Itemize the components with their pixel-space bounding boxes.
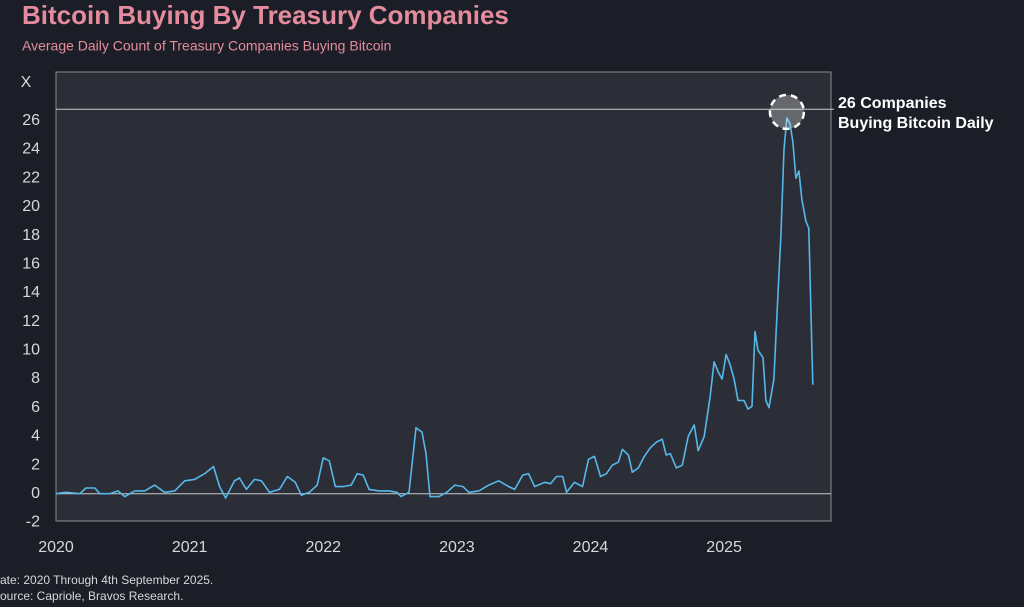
- x-tick-label: 2024: [573, 539, 609, 556]
- x-tick-label: 2022: [305, 539, 341, 556]
- peak-highlight: [768, 93, 806, 131]
- x-tick-label: 2020: [38, 539, 74, 556]
- plot-area: [55, 71, 832, 522]
- y-tick-label: 12: [22, 313, 40, 330]
- chart-title: Bitcoin Buying By Treasury Companies: [22, 0, 509, 30]
- x-tick-label: 2021: [172, 539, 208, 556]
- y-tick-label: 14: [22, 284, 40, 301]
- annotation: 26 Companies: [838, 95, 947, 112]
- x-tick-label: 2023: [439, 539, 475, 556]
- chart-subtitle: Average Daily Count of Treasury Companie…: [22, 38, 391, 54]
- y-tick-label: 0: [31, 485, 40, 502]
- y-tick-label: 2: [31, 456, 40, 473]
- y-axis-label: X: [21, 74, 32, 91]
- y-tick-label: 10: [22, 342, 40, 359]
- footer: ource: Capriole, Bravos Research.: [0, 589, 183, 603]
- y-tick-label: 16: [22, 255, 40, 272]
- footer: ate: 2020 Through 4th September 2025.: [0, 573, 213, 587]
- y-tick-label: 6: [31, 399, 40, 416]
- y-tick-label: -2: [26, 514, 40, 531]
- y-tick-label: 22: [22, 169, 40, 186]
- y-tick-label: 24: [22, 141, 40, 158]
- y-tick-label: 18: [22, 227, 40, 244]
- y-tick-label: 8: [31, 370, 40, 387]
- y-tick-label: 20: [22, 198, 40, 215]
- annotation: Buying Bitcoin Daily: [838, 115, 994, 132]
- data-line: [55, 117, 814, 499]
- x-tick-label: 2025: [706, 539, 742, 556]
- y-tick-label: 26: [22, 112, 40, 129]
- y-tick-label: 4: [31, 428, 40, 445]
